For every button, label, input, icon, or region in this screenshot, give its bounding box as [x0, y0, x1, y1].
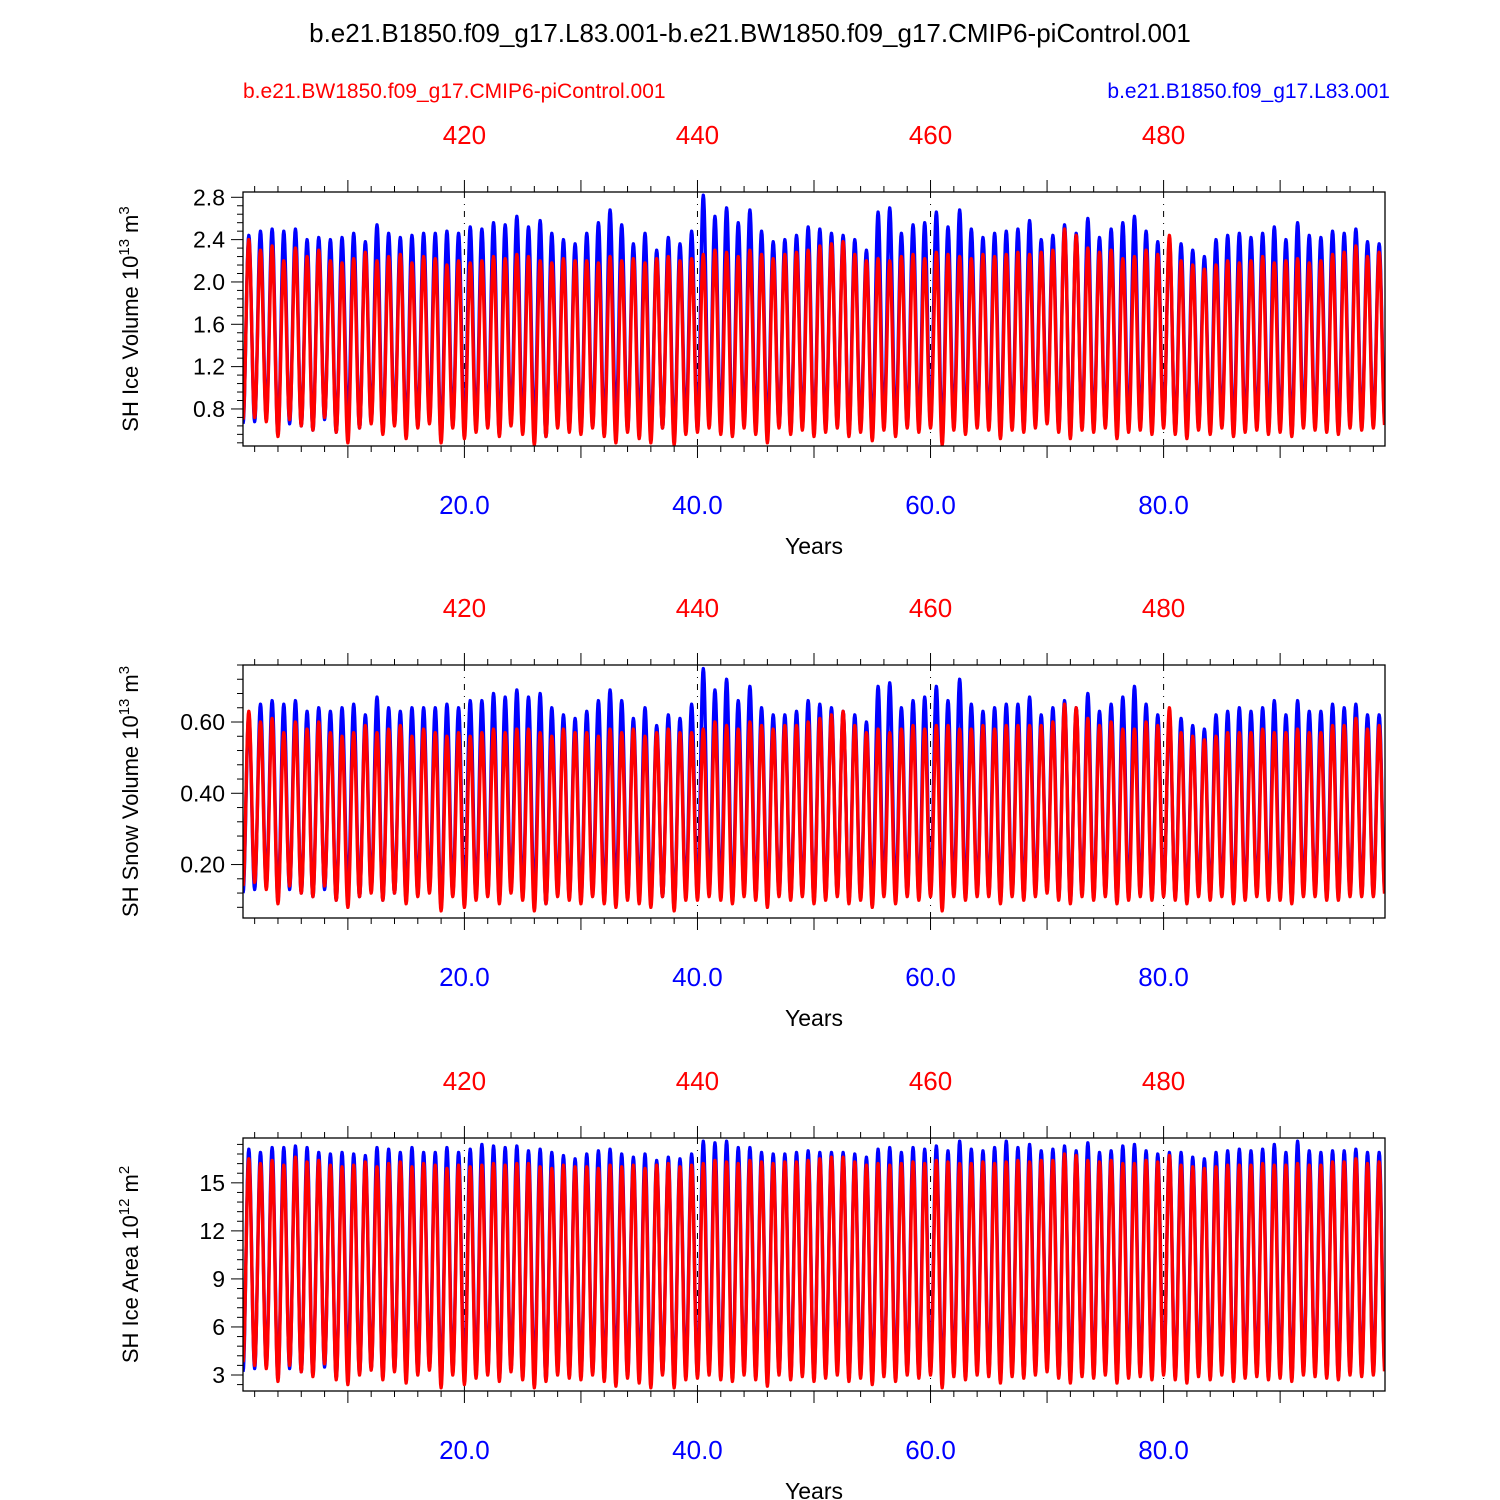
- x-tick-label-top: 460: [909, 593, 952, 623]
- x-tick-label-top: 460: [909, 120, 952, 150]
- x-tick-label-top: 440: [676, 593, 719, 623]
- x-tick-label-top: 460: [909, 1066, 952, 1096]
- x-tick-label-top: 480: [1142, 120, 1185, 150]
- y-tick-label: 12: [199, 1218, 225, 1244]
- x-tick-label-bottom: 80.0: [1138, 490, 1189, 520]
- y-axis-label-part: 12: [116, 1199, 133, 1216]
- y-tick-label: 0.60: [180, 709, 225, 735]
- y-tick-label: 0.8: [193, 396, 225, 422]
- series-line-red: [243, 702, 1385, 913]
- chart-panel-1: 0.8 1.2 1.6 2.0 2.4 2.8 20.0 40.0 60.0 80.0 420 440…: [116, 120, 1386, 559]
- x-tick-label-top: 480: [1142, 1066, 1185, 1096]
- y-axis-label-part: m: [118, 1174, 143, 1192]
- y-axis-label: SH Snow Volume 1013 m3: [116, 666, 143, 917]
- x-axis-label: Years: [785, 1005, 843, 1031]
- y-axis-label-part: 2: [116, 1166, 133, 1174]
- x-tick-label-top: 420: [443, 120, 486, 150]
- y-axis-label-part: SH Ice Area 10: [118, 1215, 143, 1363]
- x-tick-label-top: 420: [443, 593, 486, 623]
- x-axis-label: Years: [785, 1478, 843, 1500]
- x-tick-label-bottom: 80.0: [1138, 1435, 1189, 1465]
- y-axis-label-part: 13: [116, 699, 133, 716]
- x-tick-label-bottom: 60.0: [905, 1435, 956, 1465]
- y-axis-label-part: m: [118, 674, 143, 692]
- x-tick-label-bottom: 20.0: [439, 962, 490, 992]
- x-tick-label-top: 420: [443, 1066, 486, 1096]
- y-tick-label: 2.0: [193, 269, 225, 295]
- x-tick-label-bottom: 60.0: [905, 962, 956, 992]
- x-tick-label-top: 480: [1142, 593, 1185, 623]
- x-tick-label-bottom: 80.0: [1138, 962, 1189, 992]
- figure-title: b.e21.B1850.f09_g17.L83.001-b.e21.BW1850…: [309, 18, 1191, 48]
- y-tick-label: 6: [212, 1314, 225, 1340]
- legend-red-case: b.e21.BW1850.f09_g17.CMIP6-piControl.001: [243, 80, 666, 103]
- y-axis-label: SH Ice Volume 1013 m3: [116, 206, 143, 431]
- y-tick-label: 2.8: [193, 184, 225, 210]
- x-tick-label-top: 440: [676, 1066, 719, 1096]
- chart-panel-2: 0.20 0.40 0.60 20.0 40.0 60.0 80.0 420 440 460 480…: [116, 593, 1386, 1031]
- y-axis-label-part: m: [118, 215, 143, 233]
- x-tick-label-bottom: 40.0: [672, 962, 723, 992]
- y-tick-label: 15: [199, 1170, 225, 1196]
- y-tick-label: 3: [212, 1362, 225, 1388]
- x-tick-label-bottom: 60.0: [905, 490, 956, 520]
- y-axis-label: SH Ice Area 1012 m2: [116, 1166, 143, 1363]
- x-axis-label: Years: [785, 533, 843, 559]
- y-tick-label: 1.2: [193, 354, 225, 380]
- x-tick-label-top: 440: [676, 120, 719, 150]
- y-tick-label: 1.6: [193, 311, 225, 337]
- y-axis-label-part: 3: [116, 666, 133, 674]
- y-axis-label-part: 13: [116, 239, 133, 256]
- y-axis-label-part: 3: [116, 206, 133, 214]
- legend-blue-case: b.e21.B1850.f09_g17.L83.001: [1107, 80, 1390, 103]
- y-axis-label-part: SH Ice Volume 10: [118, 256, 143, 432]
- chart-panel-3: 3 6 9 12 15 20.0 40.0 60.0 80.0 420 440 460 480 Years…: [116, 1066, 1386, 1500]
- x-tick-label-bottom: 40.0: [672, 1435, 723, 1465]
- y-tick-label: 0.20: [180, 852, 225, 878]
- series-line-red: [243, 1152, 1385, 1390]
- y-tick-label: 9: [212, 1266, 225, 1292]
- y-axis-label-part: SH Snow Volume 10: [118, 715, 143, 917]
- x-tick-label-bottom: 40.0: [672, 490, 723, 520]
- y-tick-label: 2.4: [193, 227, 225, 253]
- y-tick-label: 0.40: [180, 780, 225, 806]
- x-tick-label-bottom: 20.0: [439, 1435, 490, 1465]
- series-line-red: [243, 227, 1385, 446]
- x-tick-label-bottom: 20.0: [439, 490, 490, 520]
